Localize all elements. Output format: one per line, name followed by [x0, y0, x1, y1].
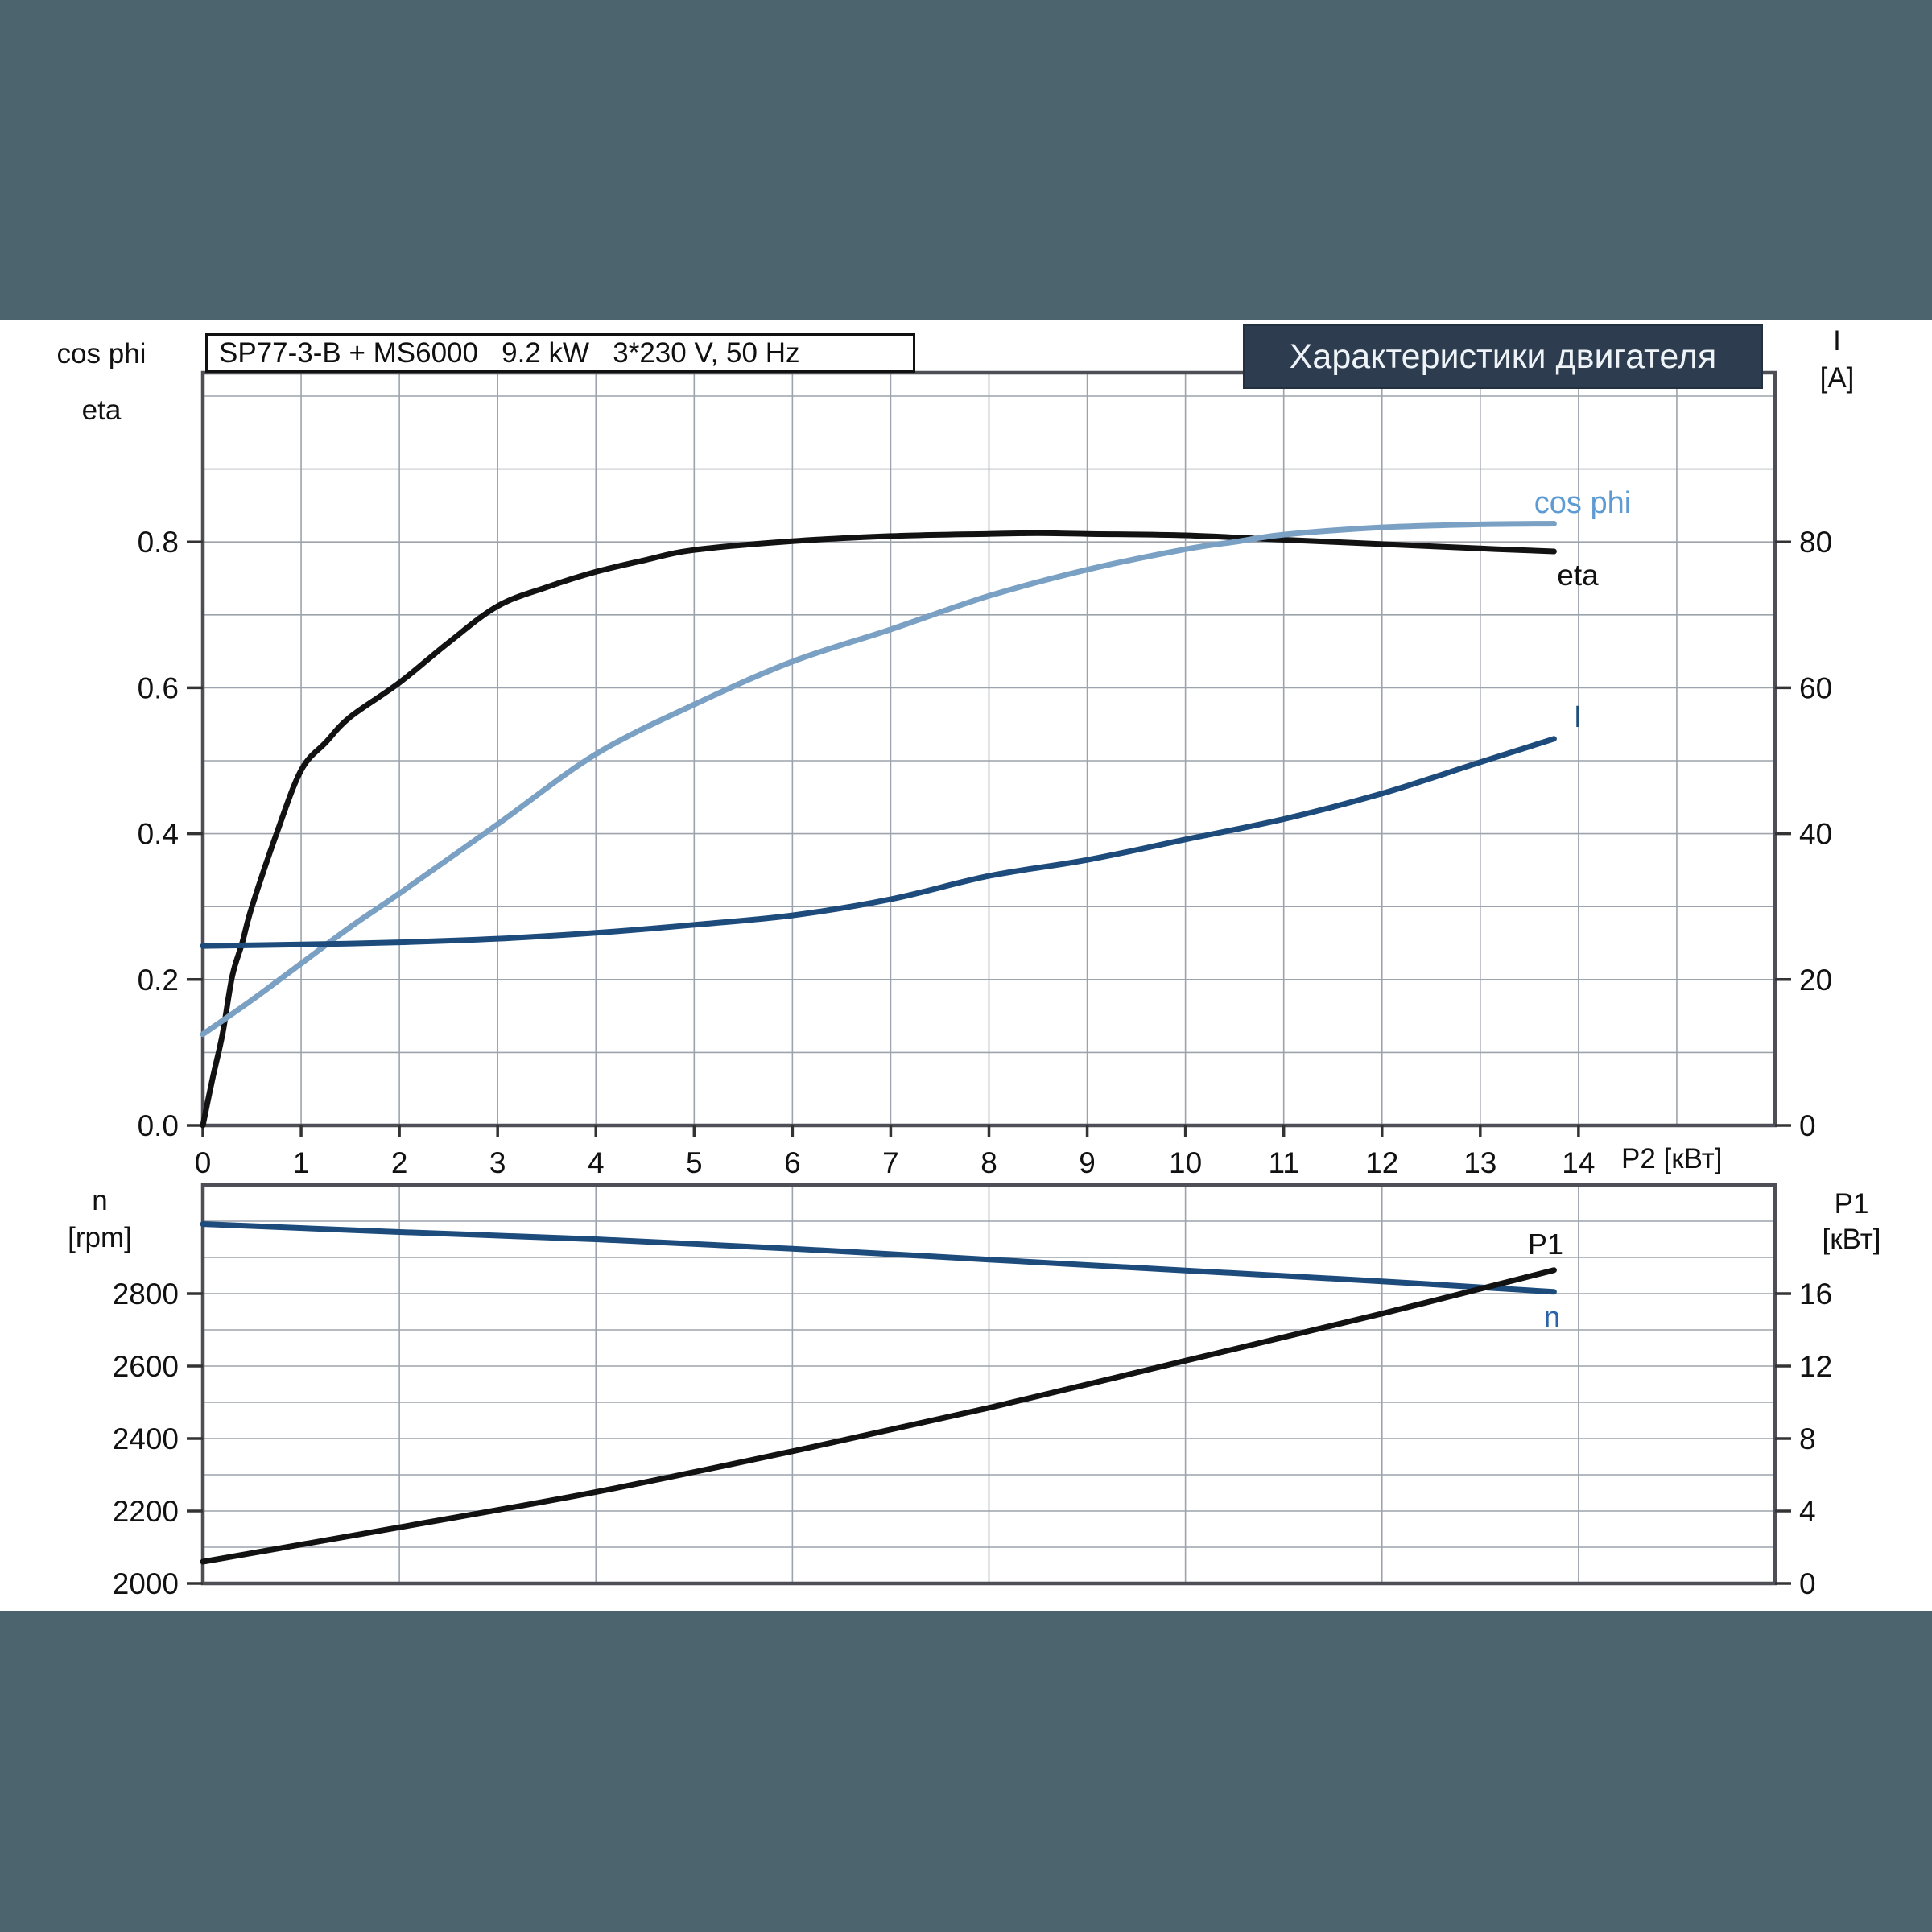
top-plot-right-tick-label: 20 — [1799, 964, 1832, 997]
top-plot-x-tick-label: 13 — [1463, 1146, 1496, 1179]
top-plot-x-tick-label: 1 — [293, 1146, 310, 1179]
curve-label-p1: P1 — [1527, 1228, 1564, 1261]
bottom-plot-right-tick-label: 16 — [1799, 1278, 1832, 1311]
bottom-left-axis-title-n: n — [92, 1185, 108, 1216]
chart-banner: Характеристики двигателя — [1243, 324, 1763, 389]
top-plot-left-tick-label: 0.8 — [138, 526, 179, 559]
bottom-plot-right-tick-label: 0 — [1799, 1567, 1816, 1600]
curve-i — [200, 736, 1557, 949]
bottom-right-axis-title-P1: P1 — [1834, 1188, 1869, 1220]
x-axis-title-P2: P2 [кВт] — [1621, 1143, 1723, 1174]
top-plot-x-tick-label: 3 — [489, 1146, 506, 1179]
top-plot-left-tick-label: 0.0 — [138, 1109, 179, 1142]
top-plot-right-tick-label: 40 — [1799, 818, 1832, 851]
top-plot-right-tick-label: 0 — [1799, 1109, 1816, 1142]
bottom-right-axis-title-kw: [кВт] — [1822, 1224, 1881, 1255]
top-plot-x-tick-label: 8 — [980, 1146, 997, 1179]
top-plot-x-tick-label: 9 — [1079, 1146, 1096, 1179]
bottom-plot-left-tick-label: 2200 — [113, 1495, 179, 1528]
curve-cos-phi — [200, 521, 1557, 1038]
top-plot-x-tick-label: 12 — [1365, 1146, 1398, 1179]
top-plot-x-tick-label: 10 — [1169, 1146, 1202, 1179]
curve-p1 — [200, 1267, 1557, 1565]
chart-title-box: SP77-3-B + MS6000 9.2 kW 3*230 V, 50 Hz — [205, 333, 915, 373]
bottom-plot-right-tick-label: 8 — [1799, 1422, 1816, 1455]
top-plot-x-tick-label: 0 — [195, 1146, 212, 1179]
top-plot-x-tick-label: 11 — [1268, 1146, 1298, 1179]
curve-label-cosphi: cos phi — [1534, 486, 1632, 520]
top-plot-x-tick-label: 2 — [391, 1146, 408, 1179]
curve-label-n: n — [1543, 1300, 1561, 1333]
bottom-plot-right-tick-label: 4 — [1799, 1495, 1816, 1528]
curve-n — [200, 1221, 1557, 1295]
top-plot-x-tick-label: 14 — [1562, 1146, 1595, 1179]
top-left-axis-title-eta: eta — [81, 394, 122, 426]
top-plot-x-tick-label: 6 — [784, 1146, 801, 1179]
top-plot-x-tick-label: 5 — [686, 1146, 703, 1179]
curve-label-current: I — [1573, 700, 1583, 734]
bottom-plot-left-tick-label: 2400 — [113, 1422, 179, 1455]
bottom-plot-left-tick-label: 2000 — [113, 1567, 179, 1600]
bottom-plot-left-tick-label: 2800 — [113, 1278, 179, 1311]
top-left-axis-title-cosphi: cos phi — [56, 338, 147, 369]
top-plot-left-tick-label: 0.6 — [138, 671, 179, 704]
bottom-plot-border — [200, 1183, 1777, 1586]
bottom-left-axis-title-rpm: [rpm] — [68, 1222, 132, 1253]
top-right-axis-title-I: I — [1833, 325, 1841, 357]
bottom-plot-right-tick-label: 12 — [1799, 1350, 1832, 1383]
top-plot-right-tick-label: 60 — [1799, 671, 1832, 704]
top-plot-x-tick-label: 7 — [882, 1146, 899, 1179]
bottom-plot-left-tick-label: 2600 — [113, 1350, 179, 1383]
top-plot-left-tick-label: 0.2 — [138, 964, 179, 997]
top-plot-left-tick-label: 0.4 — [138, 818, 179, 851]
curve-label-eta: eta — [1557, 559, 1599, 592]
curve-eta — [200, 530, 1557, 1129]
top-plot-right-tick-label: 80 — [1799, 526, 1832, 559]
top-plot-x-tick-label: 4 — [588, 1146, 605, 1179]
top-right-axis-title-A: [A] — [1819, 362, 1855, 394]
